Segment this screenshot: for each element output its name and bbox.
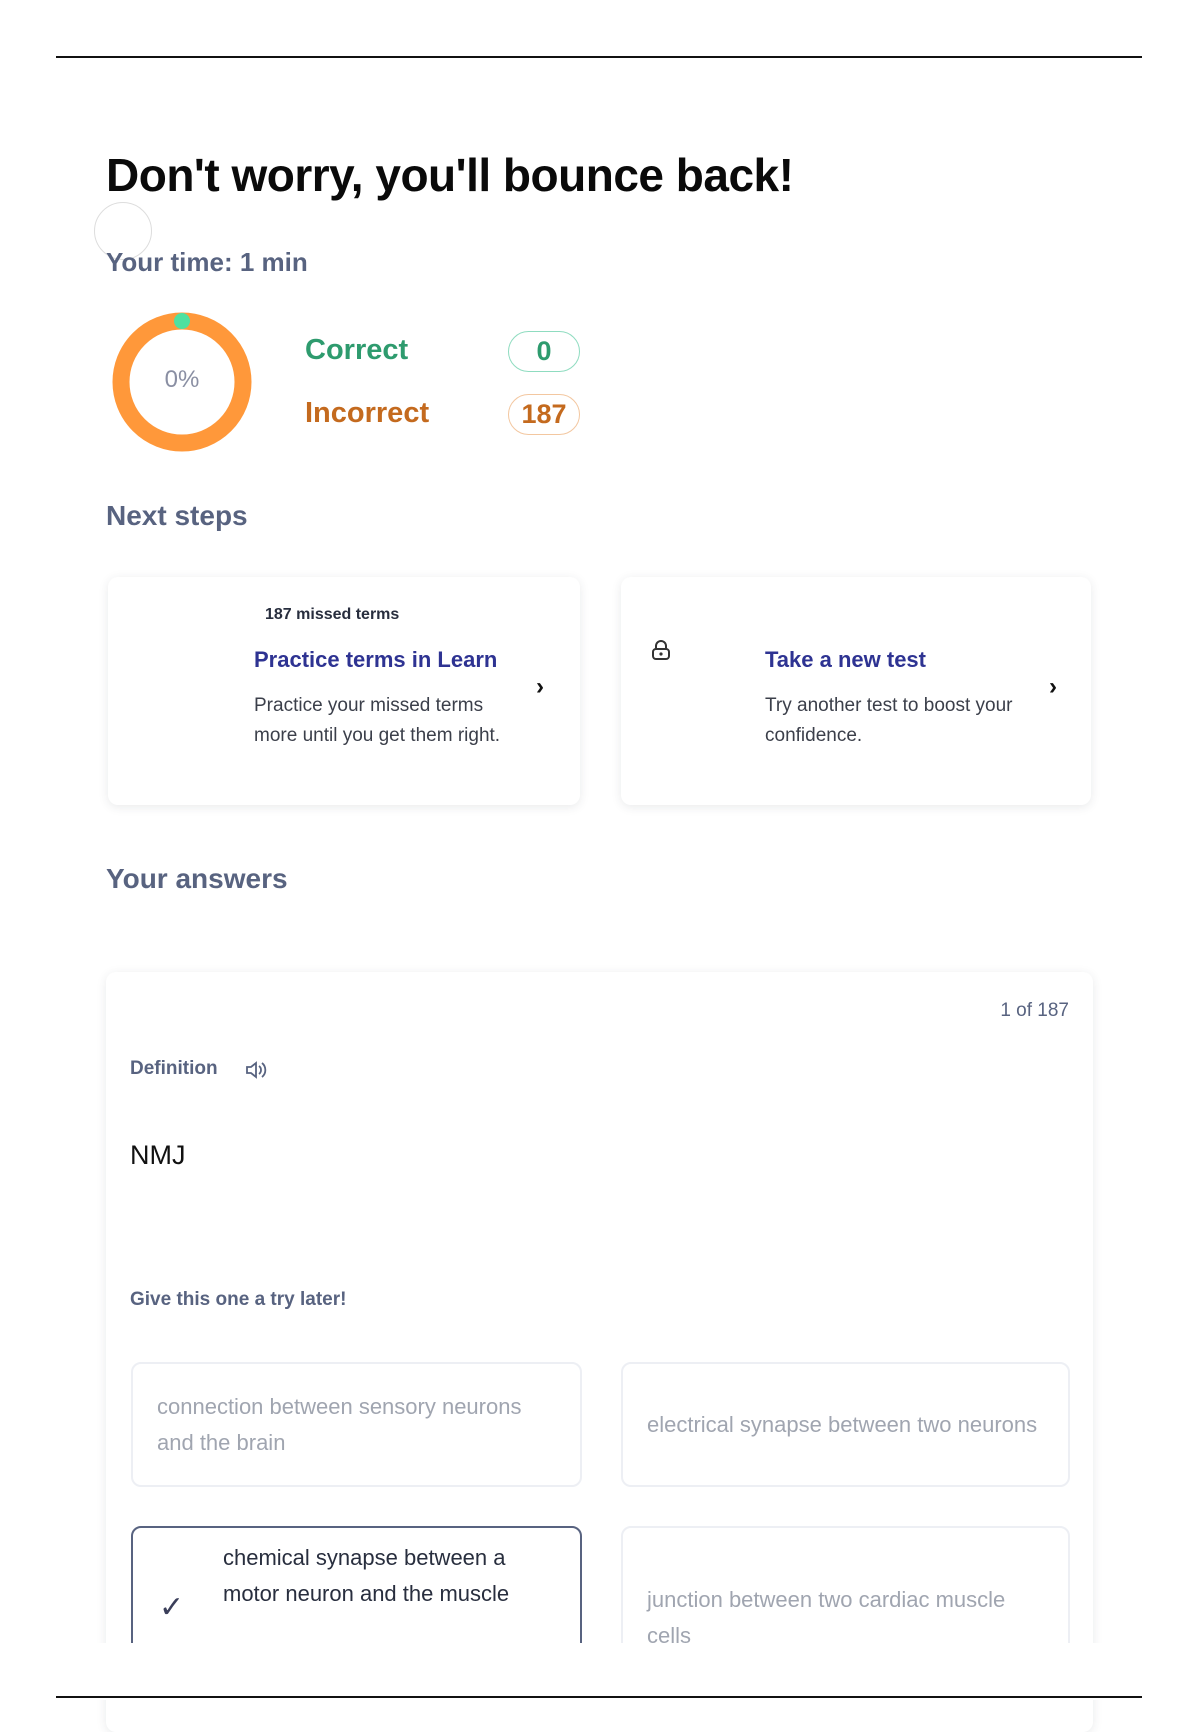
question-counter: 1 of 187 (1000, 1000, 1069, 1021)
lock-icon (652, 640, 670, 660)
score-donut: 0% (110, 310, 254, 459)
missed-terms-eyebrow: 187 missed terms (265, 606, 400, 623)
card-title: Take a new test (765, 647, 926, 672)
term-text: NMJ (130, 1140, 186, 1170)
time-label: Your time: 1 min (106, 247, 308, 277)
touch-cursor-indicator (94, 202, 152, 260)
chevron-right-icon: › (536, 673, 544, 700)
donut-correct-marker (174, 313, 190, 329)
correct-label: Correct (305, 334, 409, 366)
new-test-card[interactable]: Take a new test Try another test to boos… (621, 577, 1091, 805)
viewport-cutoff (0, 1643, 1200, 1700)
correct-count-badge: 0 (508, 331, 580, 372)
answer-option-correct[interactable]: ✓ chemical synapse between a motor neuro… (131, 1526, 582, 1666)
checkmark-icon: ✓ (159, 1591, 185, 1624)
speaker-icon[interactable] (245, 1060, 267, 1080)
answer-card: 1 of 187 Definition NMJ Give this one a … (106, 972, 1093, 1732)
option-text: connection between sensory neurons and t… (157, 1393, 522, 1455)
next-steps-heading: Next steps (106, 500, 248, 531)
bottom-divider (56, 1696, 1142, 1698)
side-label: Definition (130, 1058, 218, 1079)
card-description: Practice your missed terms more until yo… (254, 695, 501, 746)
practice-learn-card[interactable]: 187 missed terms Practice terms in Learn… (108, 577, 580, 805)
card-description: Try another test to boost your confidenc… (765, 695, 1013, 746)
page-title: Don't worry, you'll bounce back! (106, 149, 794, 201)
option-text: chemical synapse between a motor neuron … (223, 1545, 510, 1606)
answer-option[interactable]: electrical synapse between two neurons (621, 1362, 1070, 1487)
feedback-text: Give this one a try later! (130, 1289, 347, 1310)
answer-option[interactable]: connection between sensory neurons and t… (131, 1362, 582, 1487)
option-text: electrical synapse between two neurons (647, 1411, 1038, 1437)
card-title: Practice terms in Learn (254, 647, 498, 672)
chevron-right-icon: › (1049, 673, 1057, 700)
incorrect-count-badge: 187 (508, 394, 580, 435)
your-answers-heading: Your answers (106, 863, 288, 894)
score-percent: 0% (164, 366, 200, 393)
incorrect-label: Incorrect (305, 397, 430, 429)
top-divider (56, 56, 1142, 58)
